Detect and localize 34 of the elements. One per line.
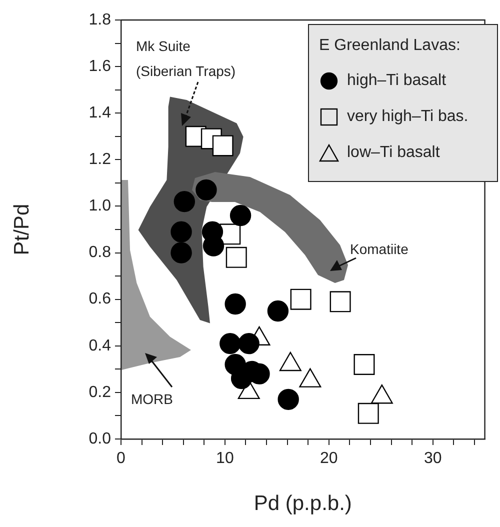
point	[174, 190, 196, 212]
annotation: MORB	[131, 390, 173, 407]
x-axis-title: Pd (p.p.b.)	[254, 492, 352, 516]
legend-label: high–Ti basalt	[347, 72, 446, 90]
y-tick-label: 0.8	[88, 244, 112, 262]
y-tick-label: 0.4	[88, 337, 112, 354]
x-tick-label: 30	[424, 450, 442, 468]
point	[238, 332, 260, 354]
legend-label: very high–Ti bas.	[347, 108, 468, 126]
point	[230, 204, 252, 226]
y-tick-label: 1.0	[88, 198, 112, 215]
point	[170, 221, 192, 242]
y-tick-label: 0.2	[88, 384, 112, 401]
point	[220, 332, 241, 354]
y-axis-title: Pt/Pd	[10, 204, 34, 256]
y-tick-label: 1.6	[88, 58, 112, 75]
x-tick-label: 0	[116, 450, 126, 468]
annotation: Komatiite	[350, 240, 409, 257]
y-tick-label: 1.4	[88, 104, 112, 122]
point	[267, 300, 289, 322]
point	[212, 135, 234, 156]
legend-label: low–Ti basalt	[347, 144, 440, 162]
point	[278, 388, 299, 410]
x-tick-label: 10	[216, 450, 234, 468]
y-tick-label: 0.0	[88, 430, 112, 448]
point	[196, 179, 217, 201]
legend-title: E Greenland Lavas:	[319, 37, 462, 55]
y-tick-label: 1.2	[88, 151, 112, 168]
point	[224, 293, 246, 315]
x-tick-label: 20	[320, 450, 338, 468]
y-tick-label: 1.8	[88, 11, 112, 28]
y-tick-label: 0.6	[88, 290, 112, 308]
annotation: Mk Suite (Siberian Traps)	[136, 38, 236, 79]
point	[170, 242, 192, 264]
